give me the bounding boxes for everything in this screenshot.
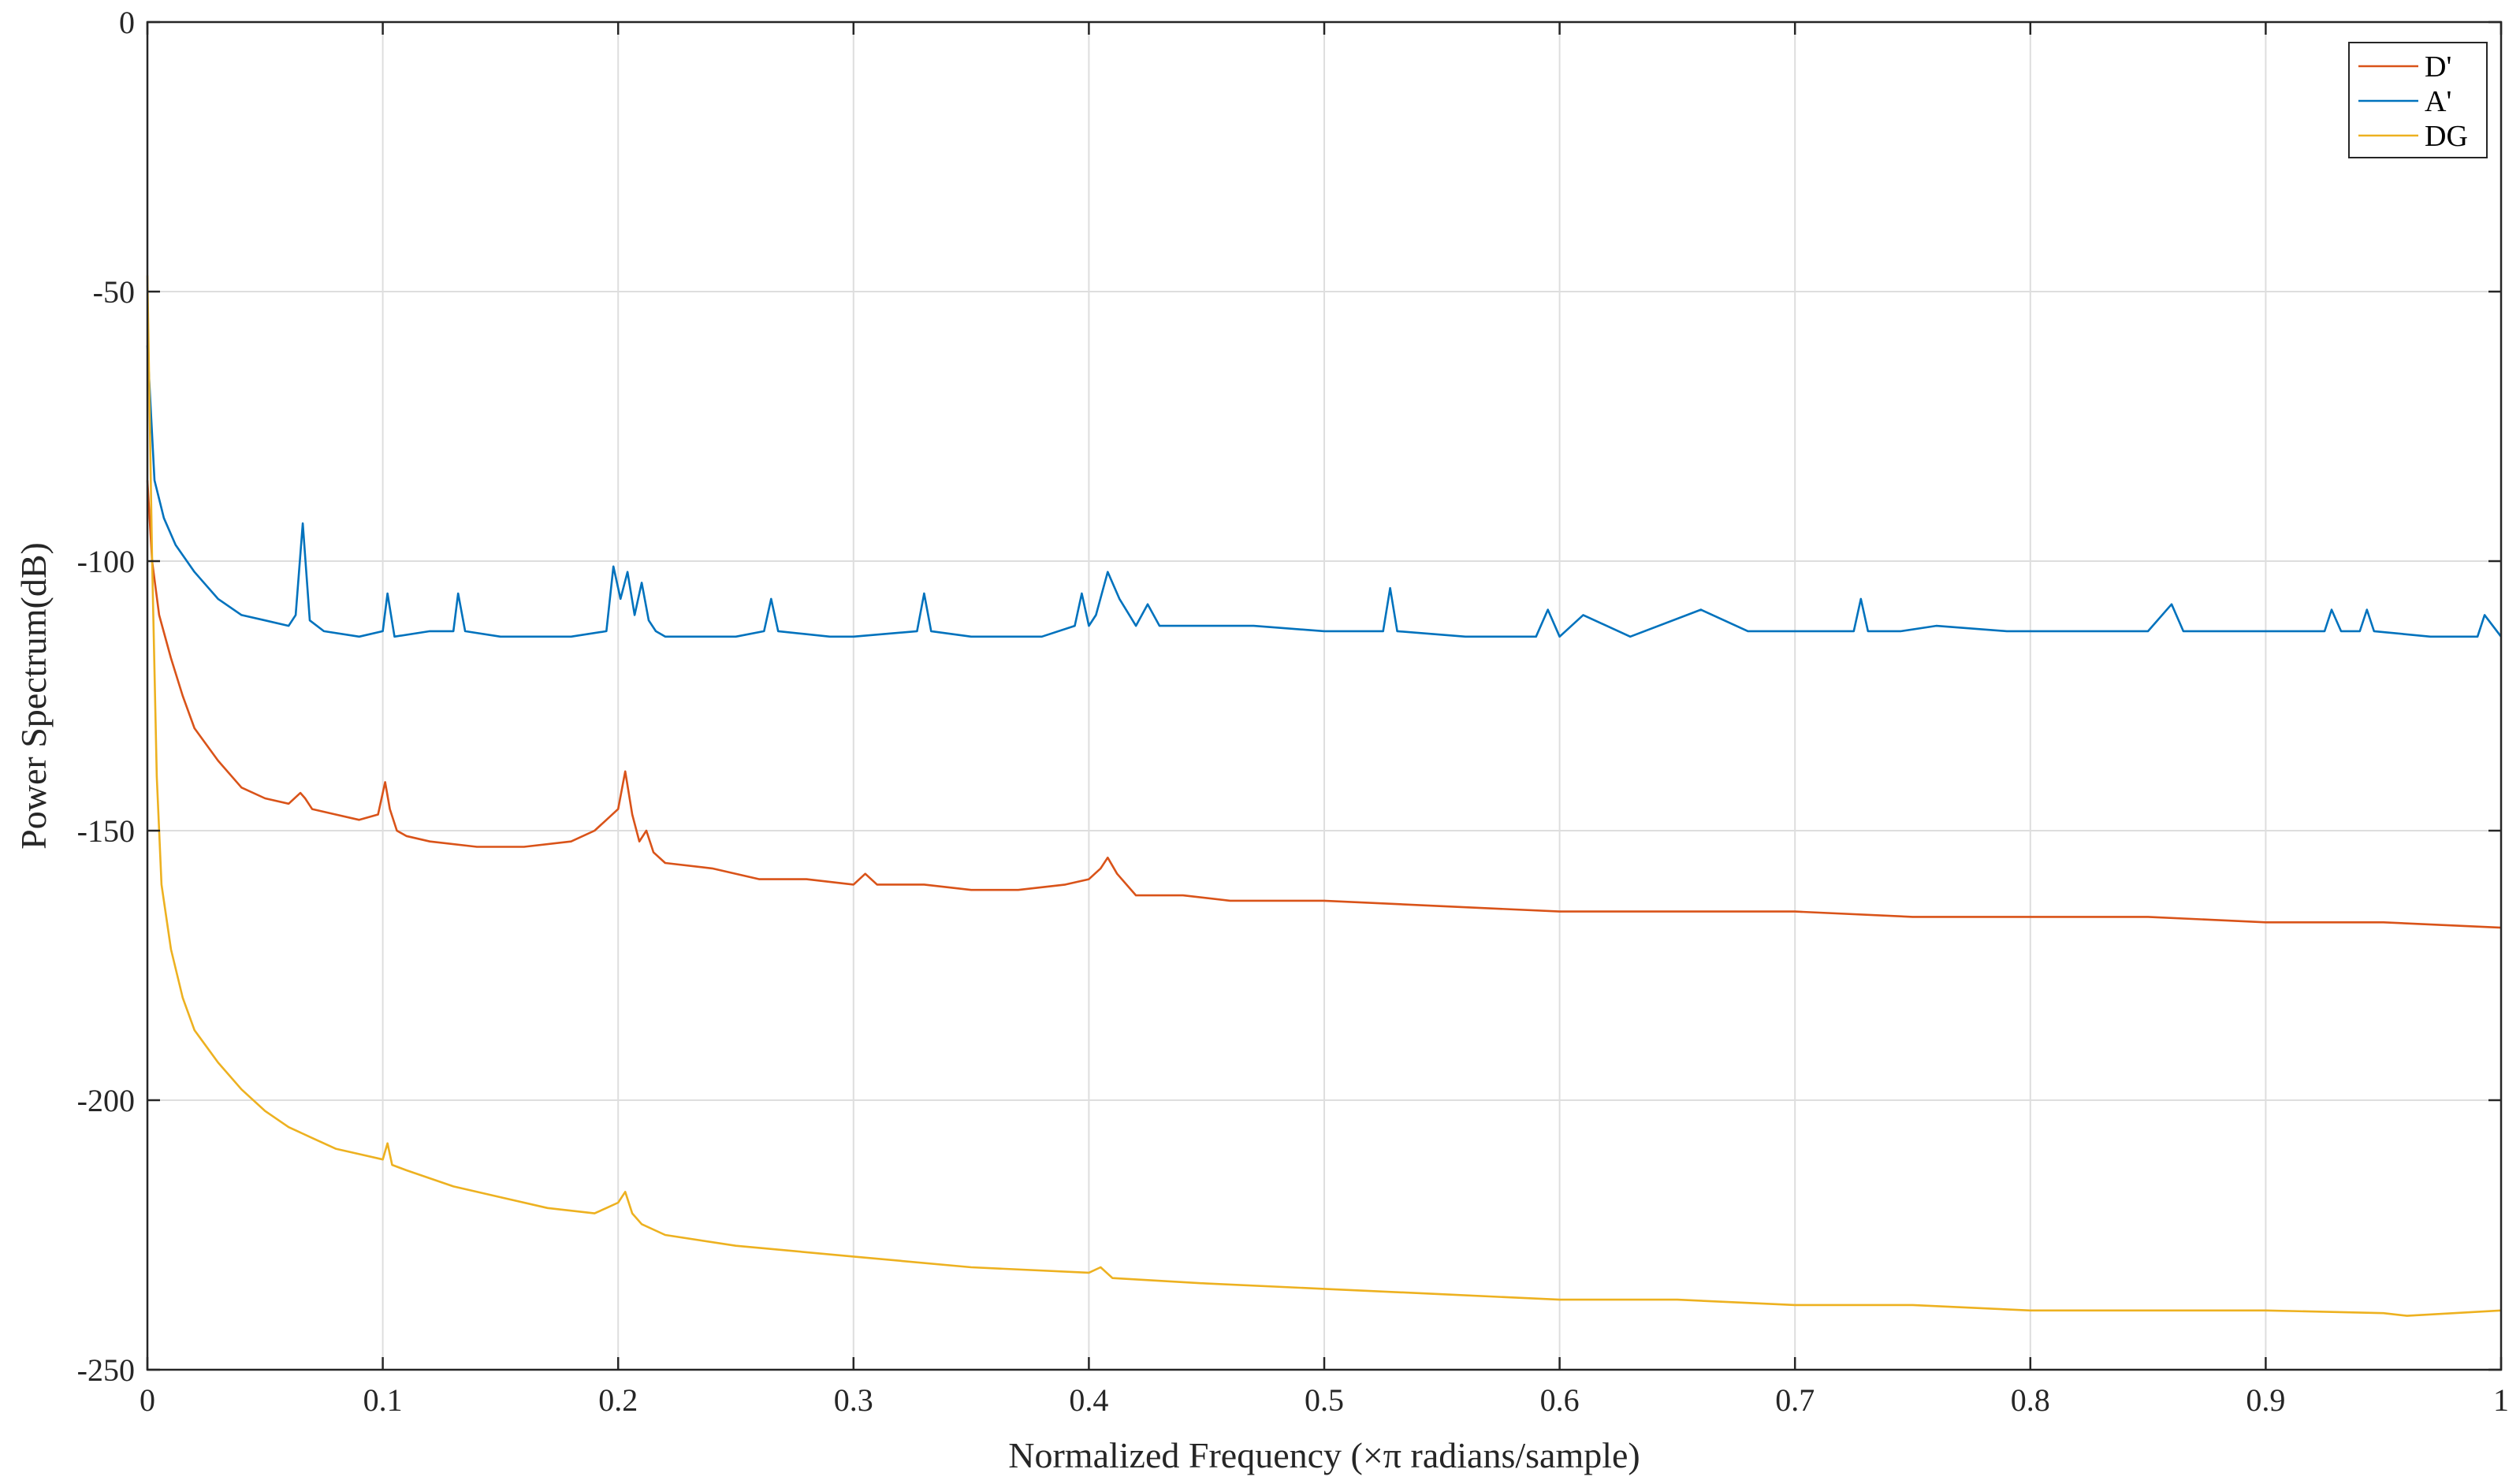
x-tick-label: 0.8 (2011, 1382, 2050, 1418)
axis-ticks (146, 20, 2503, 1371)
x-tick-label: 0.6 (1540, 1382, 1580, 1418)
legend-label: D' (2425, 50, 2451, 84)
legend: D'A'DG (2348, 42, 2488, 158)
y-tick-label: -100 (77, 544, 135, 579)
series-line-d-prime (146, 480, 2502, 929)
x-tick-label: 0 (140, 1382, 155, 1418)
x-axis-label: Normalized Frequency (×π radians/sample) (1008, 1435, 1640, 1475)
x-tick-labels: 0 0.1 0.2 0.3 0.4 0.5 0.6 0.7 0.8 0.9 1 (140, 1382, 2509, 1418)
legend-label: DG (2425, 120, 2468, 153)
y-tick-label: -150 (77, 813, 135, 849)
x-tick-label: 0.3 (834, 1382, 873, 1418)
x-tick-label: 0.1 (363, 1382, 403, 1418)
series-line-dg (146, 275, 2502, 1317)
y-tick-label: -250 (77, 1352, 135, 1388)
x-tick-label: 0.9 (2246, 1382, 2285, 1418)
y-tick-labels: 0 -50 -100 -150 -200 -250 (77, 5, 135, 1388)
plot-series (146, 275, 2503, 1317)
y-axis-label: Power Spectrum(dB) (13, 542, 54, 850)
x-tick-label: 0.4 (1069, 1382, 1108, 1418)
x-tick-label: 0.5 (1305, 1382, 1344, 1418)
grid-lines (147, 22, 2501, 1370)
x-tick-label: 0.2 (598, 1382, 638, 1418)
legend-label: A' (2425, 85, 2451, 118)
x-tick-label: 1 (2493, 1382, 2509, 1418)
y-tick-label: 0 (119, 5, 135, 40)
series-line-a-prime (146, 345, 2503, 638)
x-tick-label: 0.7 (1775, 1382, 1815, 1418)
y-tick-label: -200 (77, 1083, 135, 1118)
y-tick-label: -50 (93, 274, 135, 310)
